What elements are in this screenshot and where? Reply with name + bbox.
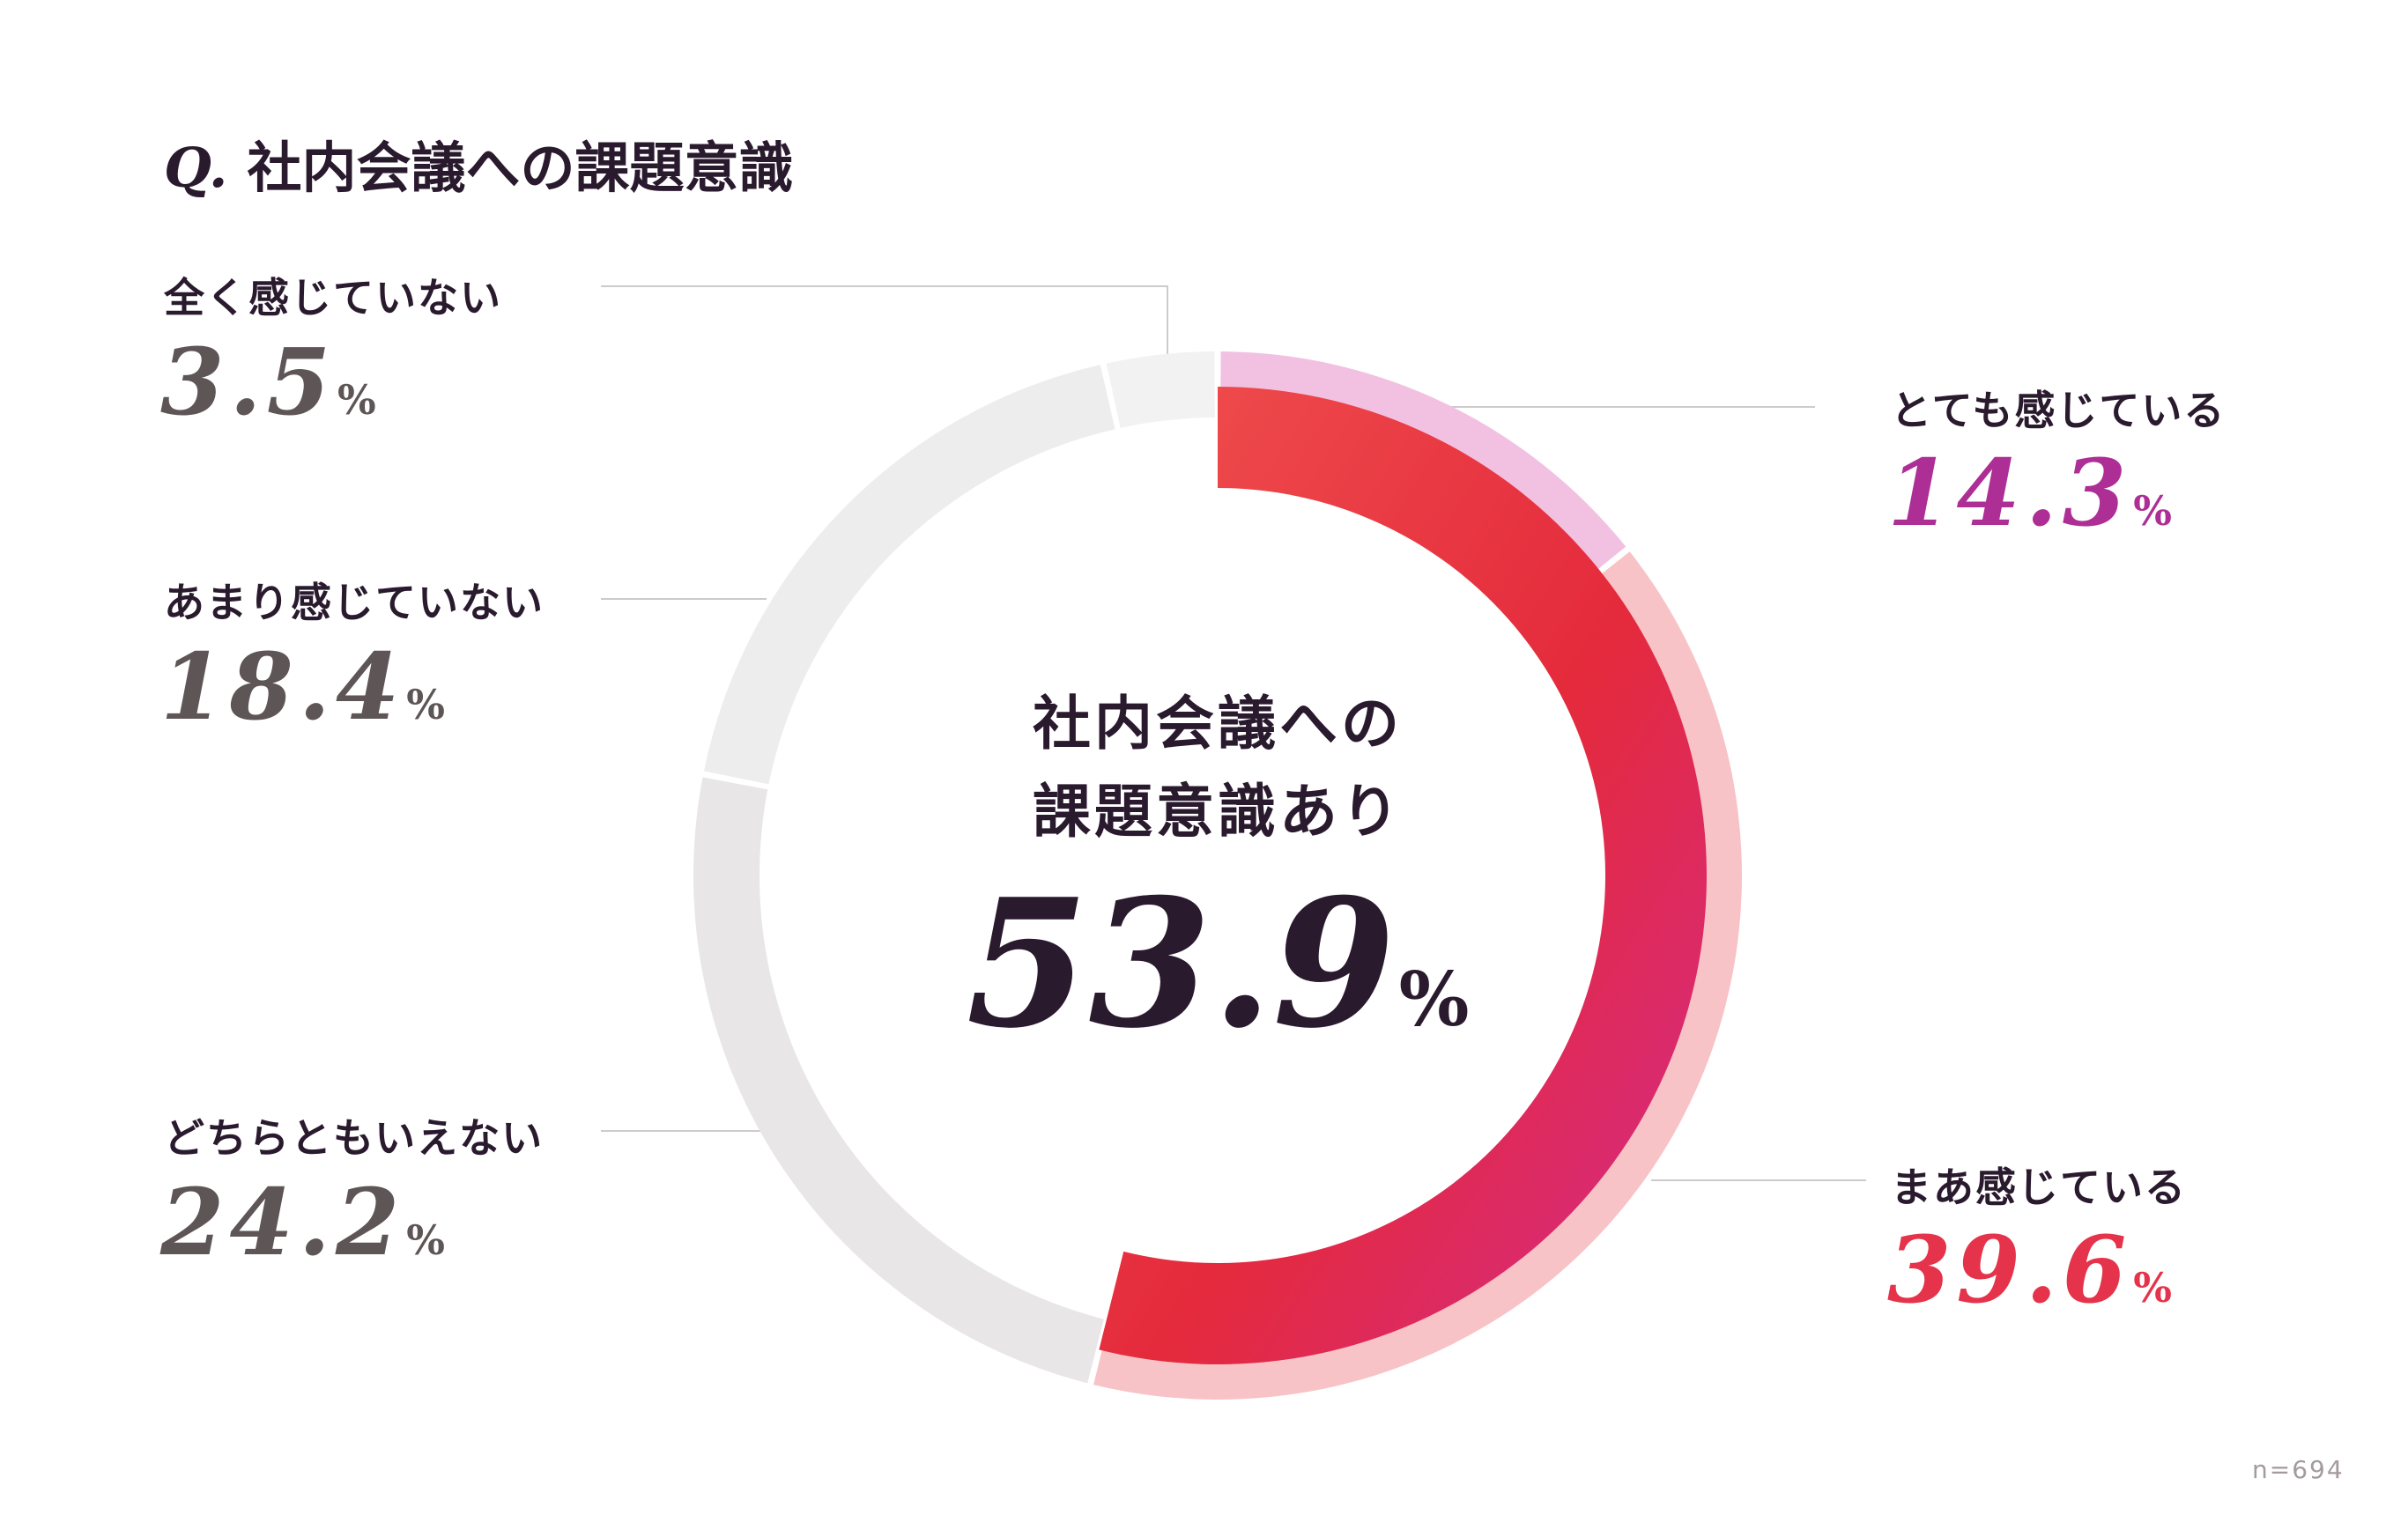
value-unit: % [337, 376, 376, 424]
value-number: 18.4 [160, 632, 405, 741]
value-number: 24.2 [160, 1168, 405, 1276]
slice-not-much [703, 365, 1115, 785]
center-label-line1: 社内会議への [1033, 690, 1403, 757]
center-value: 53.9% [953, 876, 1482, 1088]
question-prefix: Q. [164, 136, 228, 200]
label-somewhat: まあ感じている [1891, 1164, 2187, 1211]
value-unit: % [406, 681, 446, 728]
center-label-line2: 課題意識あり [1033, 778, 1403, 846]
label-neutral: どちらともいえない [164, 1114, 545, 1162]
value-very-much: 14.3% [1887, 439, 2172, 547]
value-not-at-all: 3.5% [160, 328, 376, 436]
value-not-much: 18.4% [160, 632, 445, 741]
value-neutral: 24.2% [160, 1168, 445, 1276]
label-not-much: あまり感じていない [164, 579, 545, 626]
value-somewhat: 39.6% [1887, 1216, 2172, 1324]
leader-not-at-all [601, 285, 1168, 373]
slice-neutral [693, 777, 1104, 1384]
slice-not-at-all [1106, 351, 1215, 428]
value-number: 39.6 [1887, 1216, 2132, 1324]
center-value-unit: % [1398, 956, 1470, 1043]
value-unit: % [2133, 487, 2173, 535]
slice-highlight [1099, 387, 1707, 1364]
label-not-at-all: 全く感じていない [164, 274, 502, 321]
value-number: 14.3 [1887, 439, 2132, 547]
inner-ring [1099, 387, 1707, 1364]
value-unit: % [406, 1216, 446, 1264]
title-text: 社内会議への課題意識 [247, 136, 794, 200]
label-very-much: とても感じている [1891, 387, 2226, 434]
center-value-number: 53.9 [966, 861, 1396, 1068]
value-number: 3.5 [160, 328, 336, 436]
value-unit: % [2133, 1264, 2173, 1312]
chart-title: Q. 社内会議への課題意識 [164, 123, 794, 203]
sample-size: n=694 [2252, 1455, 2345, 1484]
leader-lines [601, 285, 1866, 1181]
